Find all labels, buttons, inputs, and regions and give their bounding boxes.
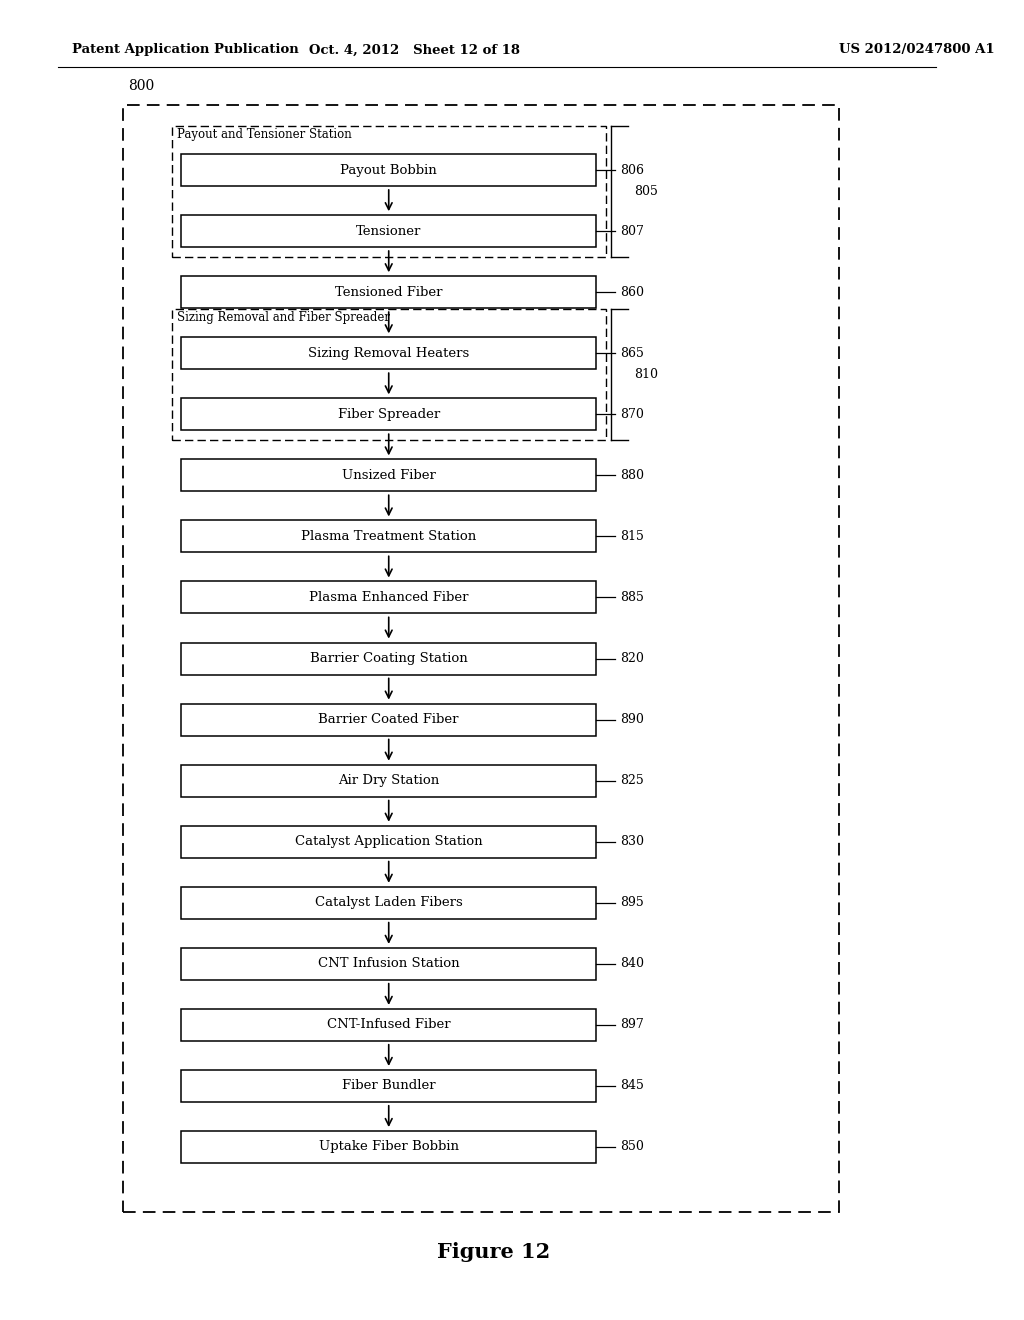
Text: Air Dry Station: Air Dry Station [338, 774, 439, 787]
Bar [181, 459, 596, 491]
Bar [181, 1071, 596, 1102]
Text: Fiber Spreader: Fiber Spreader [338, 408, 440, 421]
Text: Fiber Bundler: Fiber Bundler [342, 1080, 435, 1093]
Text: 870: 870 [621, 408, 644, 421]
Text: Catalyst Laden Fibers: Catalyst Laden Fibers [314, 896, 463, 909]
Bar [181, 215, 596, 247]
Text: Plasma Enhanced Fiber: Plasma Enhanced Fiber [309, 591, 468, 605]
Bar [181, 1008, 596, 1041]
Text: Payout and Tensioner Station: Payout and Tensioner Station [176, 128, 351, 141]
Text: 830: 830 [621, 836, 644, 849]
Text: Tensioned Fiber: Tensioned Fiber [335, 285, 442, 298]
Text: Sizing Removal and Fiber Spreader: Sizing Removal and Fiber Spreader [176, 312, 389, 325]
Text: Plasma Treatment Station: Plasma Treatment Station [301, 529, 476, 543]
Bar [181, 337, 596, 370]
Text: Figure 12: Figure 12 [437, 1242, 551, 1262]
Bar [172, 309, 606, 441]
Bar [181, 1131, 596, 1163]
Bar [181, 643, 596, 675]
Text: Barrier Coated Fiber: Barrier Coated Fiber [318, 713, 459, 726]
Text: 897: 897 [621, 1018, 644, 1031]
Text: Payout Bobbin: Payout Bobbin [340, 164, 437, 177]
Text: Tensioner: Tensioner [356, 224, 422, 238]
Bar [181, 887, 596, 919]
Text: US 2012/0247800 A1: US 2012/0247800 A1 [840, 44, 994, 57]
Text: Patent Application Publication: Patent Application Publication [73, 44, 299, 57]
Text: Sizing Removal Heaters: Sizing Removal Heaters [308, 347, 469, 360]
Bar [181, 399, 596, 430]
Bar [181, 948, 596, 979]
Bar [181, 276, 596, 308]
Text: 885: 885 [621, 591, 644, 605]
Bar [124, 106, 840, 1212]
Text: Unsized Fiber: Unsized Fiber [342, 469, 435, 482]
Text: 810: 810 [634, 368, 657, 381]
Text: 880: 880 [621, 469, 644, 482]
Text: 800: 800 [128, 79, 155, 92]
Text: 820: 820 [621, 652, 644, 665]
Bar [181, 826, 596, 858]
Bar [181, 704, 596, 735]
Text: 840: 840 [621, 957, 644, 970]
Text: 860: 860 [621, 285, 644, 298]
Text: 890: 890 [621, 713, 644, 726]
Text: Uptake Fiber Bobbin: Uptake Fiber Bobbin [318, 1140, 459, 1154]
Text: 845: 845 [621, 1080, 644, 1093]
Text: 815: 815 [621, 529, 644, 543]
Text: 895: 895 [621, 896, 644, 909]
Text: 807: 807 [621, 224, 644, 238]
Bar [181, 764, 596, 796]
Text: CNT-Infused Fiber: CNT-Infused Fiber [327, 1018, 451, 1031]
Text: Barrier Coating Station: Barrier Coating Station [310, 652, 468, 665]
Text: 850: 850 [621, 1140, 644, 1154]
Bar [181, 520, 596, 552]
Bar [181, 154, 596, 186]
Text: Catalyst Application Station: Catalyst Application Station [295, 836, 482, 849]
Text: 865: 865 [621, 347, 644, 360]
Text: 805: 805 [634, 185, 657, 198]
Bar [181, 581, 596, 614]
Text: 806: 806 [621, 164, 644, 177]
Text: CNT Infusion Station: CNT Infusion Station [317, 957, 460, 970]
Text: 825: 825 [621, 774, 644, 787]
Text: Oct. 4, 2012   Sheet 12 of 18: Oct. 4, 2012 Sheet 12 of 18 [309, 44, 520, 57]
Bar [172, 125, 606, 257]
